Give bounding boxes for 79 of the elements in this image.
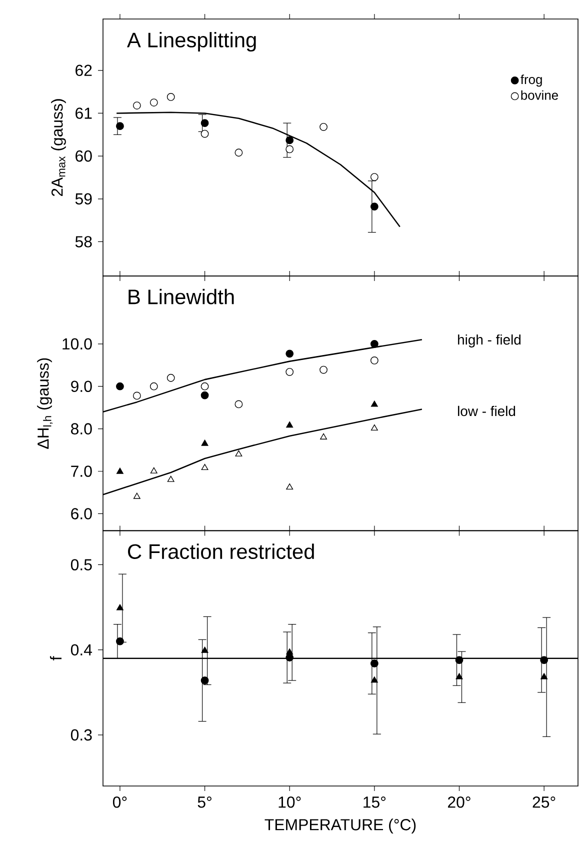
y-axis-title: 2A$_{max}$ (gauss) — [51, 99, 66, 196]
y-axis-title: ΔH$_{l,h}$ (gauss) — [37, 358, 53, 449]
point — [200, 119, 209, 128]
point — [200, 676, 209, 684]
legend-label: bovine — [521, 90, 558, 100]
point — [286, 136, 294, 144]
point — [286, 648, 294, 655]
point — [370, 173, 378, 181]
y-tick-label: 59 — [75, 193, 92, 205]
y-tick-label: 0.3 — [70, 729, 92, 741]
point — [320, 122, 328, 131]
point — [320, 366, 328, 374]
point — [286, 654, 294, 662]
x-tick-label: 0° — [112, 796, 127, 808]
point — [201, 646, 208, 653]
y-tick-label: 62 — [76, 64, 92, 76]
y-tick-label: 7.0 — [71, 466, 92, 477]
annotation: low - field — [458, 406, 516, 416]
point — [167, 476, 174, 482]
point — [370, 676, 378, 683]
point — [286, 145, 294, 154]
point — [234, 148, 243, 157]
point — [116, 382, 124, 390]
line-series — [116, 112, 401, 228]
point — [370, 400, 378, 407]
point — [150, 98, 158, 106]
y-tick-label: 61 — [76, 108, 92, 119]
y-tick-label: 0.4 — [70, 644, 92, 656]
point — [540, 673, 548, 680]
y-tick-label: 9.0 — [71, 380, 92, 392]
point — [286, 421, 294, 428]
point — [370, 356, 378, 364]
point — [201, 464, 208, 470]
chart-title: C Fraction restricted — [128, 544, 314, 560]
point — [201, 440, 208, 446]
x-tick-label: 5° — [198, 796, 212, 808]
point — [166, 93, 175, 101]
point — [370, 659, 378, 668]
point — [370, 340, 378, 348]
point — [370, 202, 378, 211]
point — [132, 392, 141, 400]
chart-title: B Linewidth — [128, 288, 234, 304]
point — [200, 130, 209, 138]
point — [132, 102, 141, 110]
point — [150, 467, 158, 474]
point — [116, 468, 124, 474]
point — [200, 382, 209, 390]
y-tick-label: 58 — [75, 236, 92, 248]
y-tick-label: 10.0 — [62, 338, 92, 350]
x-tick-label: 10° — [278, 796, 301, 808]
point — [150, 382, 158, 390]
y-tick-label: 8.0 — [71, 423, 92, 434]
x-tick-label: 15° — [364, 796, 386, 808]
y-tick-label: 6.0 — [71, 508, 92, 520]
x-tick-label: 20° — [448, 796, 470, 808]
point — [166, 374, 175, 382]
annotation: high - field — [458, 334, 520, 348]
y-tick-label: 0.5 — [70, 559, 92, 570]
point — [116, 604, 124, 610]
point — [116, 122, 124, 130]
point — [456, 673, 463, 680]
point — [286, 483, 294, 490]
point — [320, 433, 328, 440]
legend-label: frog — [520, 74, 542, 87]
point — [200, 391, 209, 400]
point — [370, 424, 378, 431]
point — [234, 400, 243, 408]
x-tick-label: 25° — [532, 796, 556, 808]
point — [116, 637, 124, 646]
y-axis-title: f — [50, 656, 62, 660]
point — [133, 492, 140, 499]
text: A Linesplitting — [127, 32, 256, 52]
point — [455, 656, 464, 664]
y-tick-label: 60 — [76, 150, 92, 162]
x-axis-title: TEMPERATURE (°C) — [264, 818, 416, 834]
point — [235, 450, 242, 456]
point — [540, 656, 548, 664]
point — [286, 350, 294, 358]
point — [286, 368, 294, 376]
